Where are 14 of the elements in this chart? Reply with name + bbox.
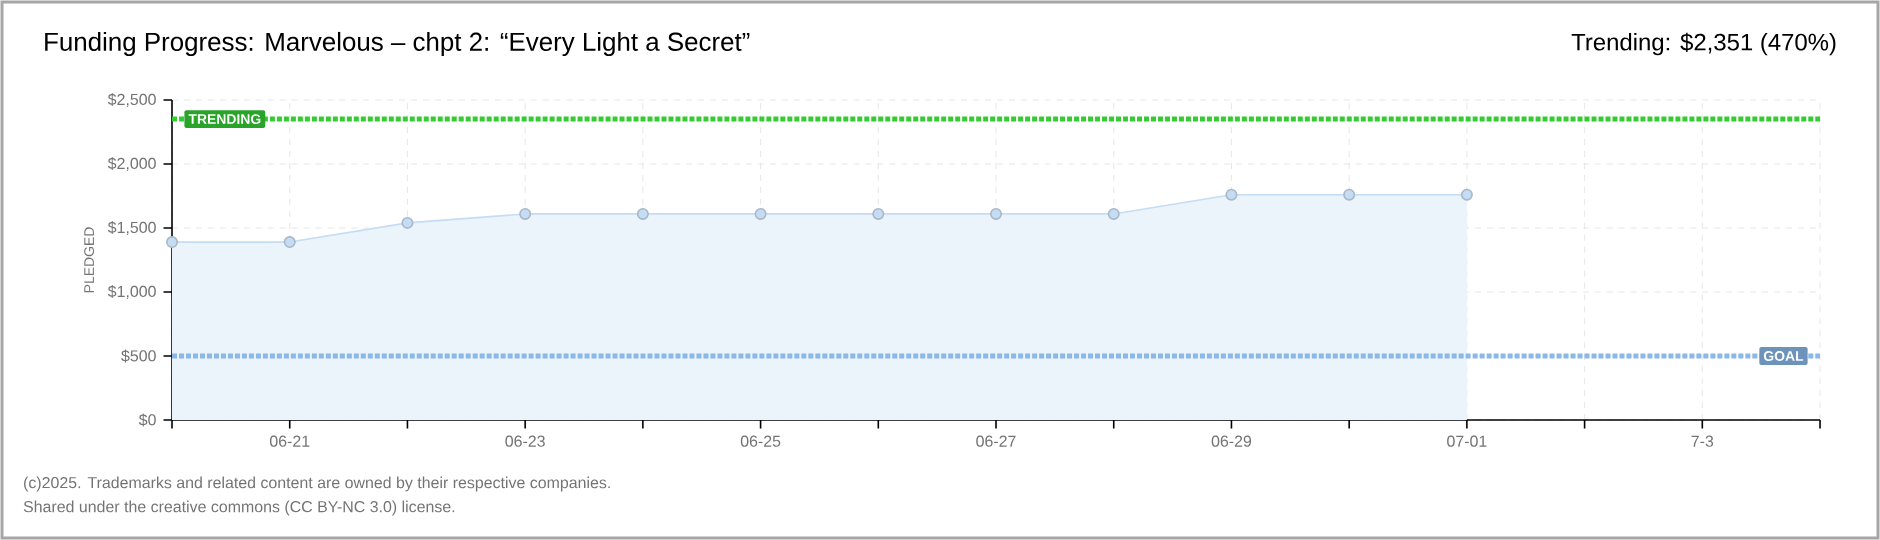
point [401, 216, 414, 229]
point [519, 207, 532, 220]
point [754, 207, 767, 220]
text: Trending: $2,351 (470%) [1571, 32, 1836, 56]
point [166, 236, 179, 249]
point [1460, 188, 1473, 201]
point [636, 207, 649, 220]
chart-title: Funding Progress: Marvelous – chpt 2: “Every Light a Secret” [45, 31, 750, 57]
point [1107, 207, 1120, 220]
point [990, 207, 1003, 220]
point [1225, 188, 1238, 201]
point [283, 236, 296, 249]
point [1343, 188, 1356, 201]
point [872, 207, 885, 220]
